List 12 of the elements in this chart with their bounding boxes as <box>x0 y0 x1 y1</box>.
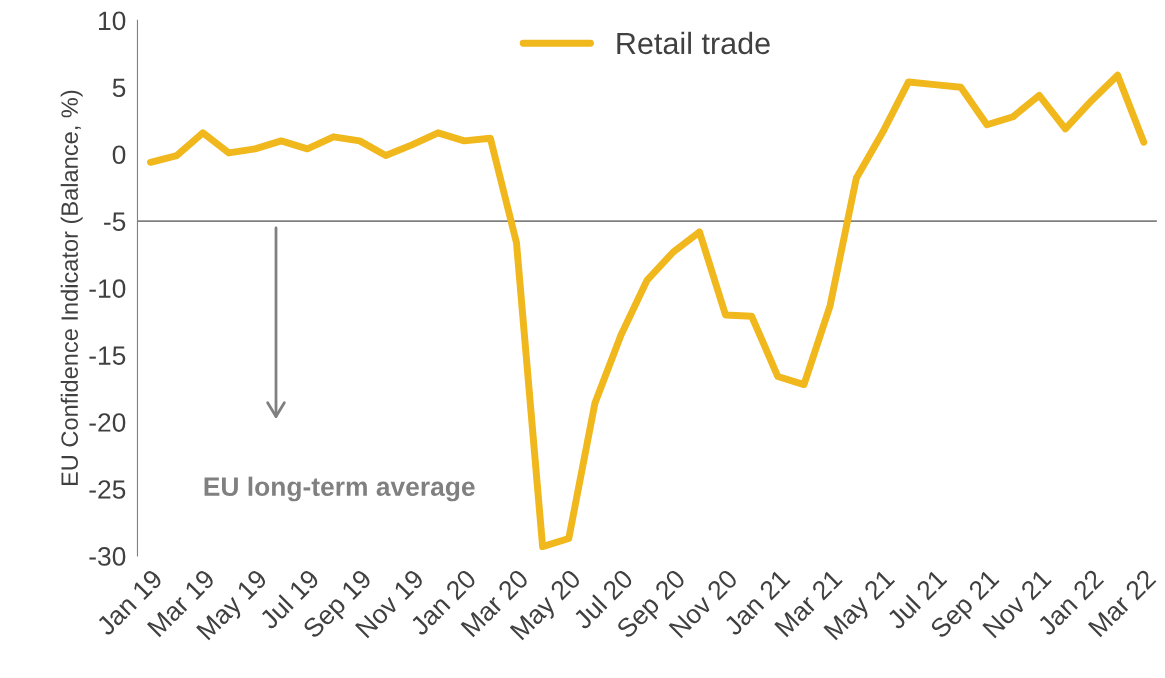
y-tick-label: 5 <box>112 78 126 98</box>
y-tick-label: -20 <box>89 413 126 432</box>
y-tick-label: 0 <box>112 145 126 165</box>
ref-line-label: EU long-term average <box>204 476 475 502</box>
y-axis-title: EU Confidence Indicator (Balance, %) <box>60 90 83 486</box>
y-tick-label: -30 <box>89 547 126 566</box>
legend-label: Retail trade <box>617 31 770 55</box>
y-tick-label: -25 <box>89 480 126 499</box>
y-tick-label: -5 <box>104 212 126 232</box>
y-tick-label: -10 <box>89 279 126 298</box>
y-tick-label: 10 <box>99 11 126 31</box>
y-tick-label: -15 <box>89 346 126 365</box>
